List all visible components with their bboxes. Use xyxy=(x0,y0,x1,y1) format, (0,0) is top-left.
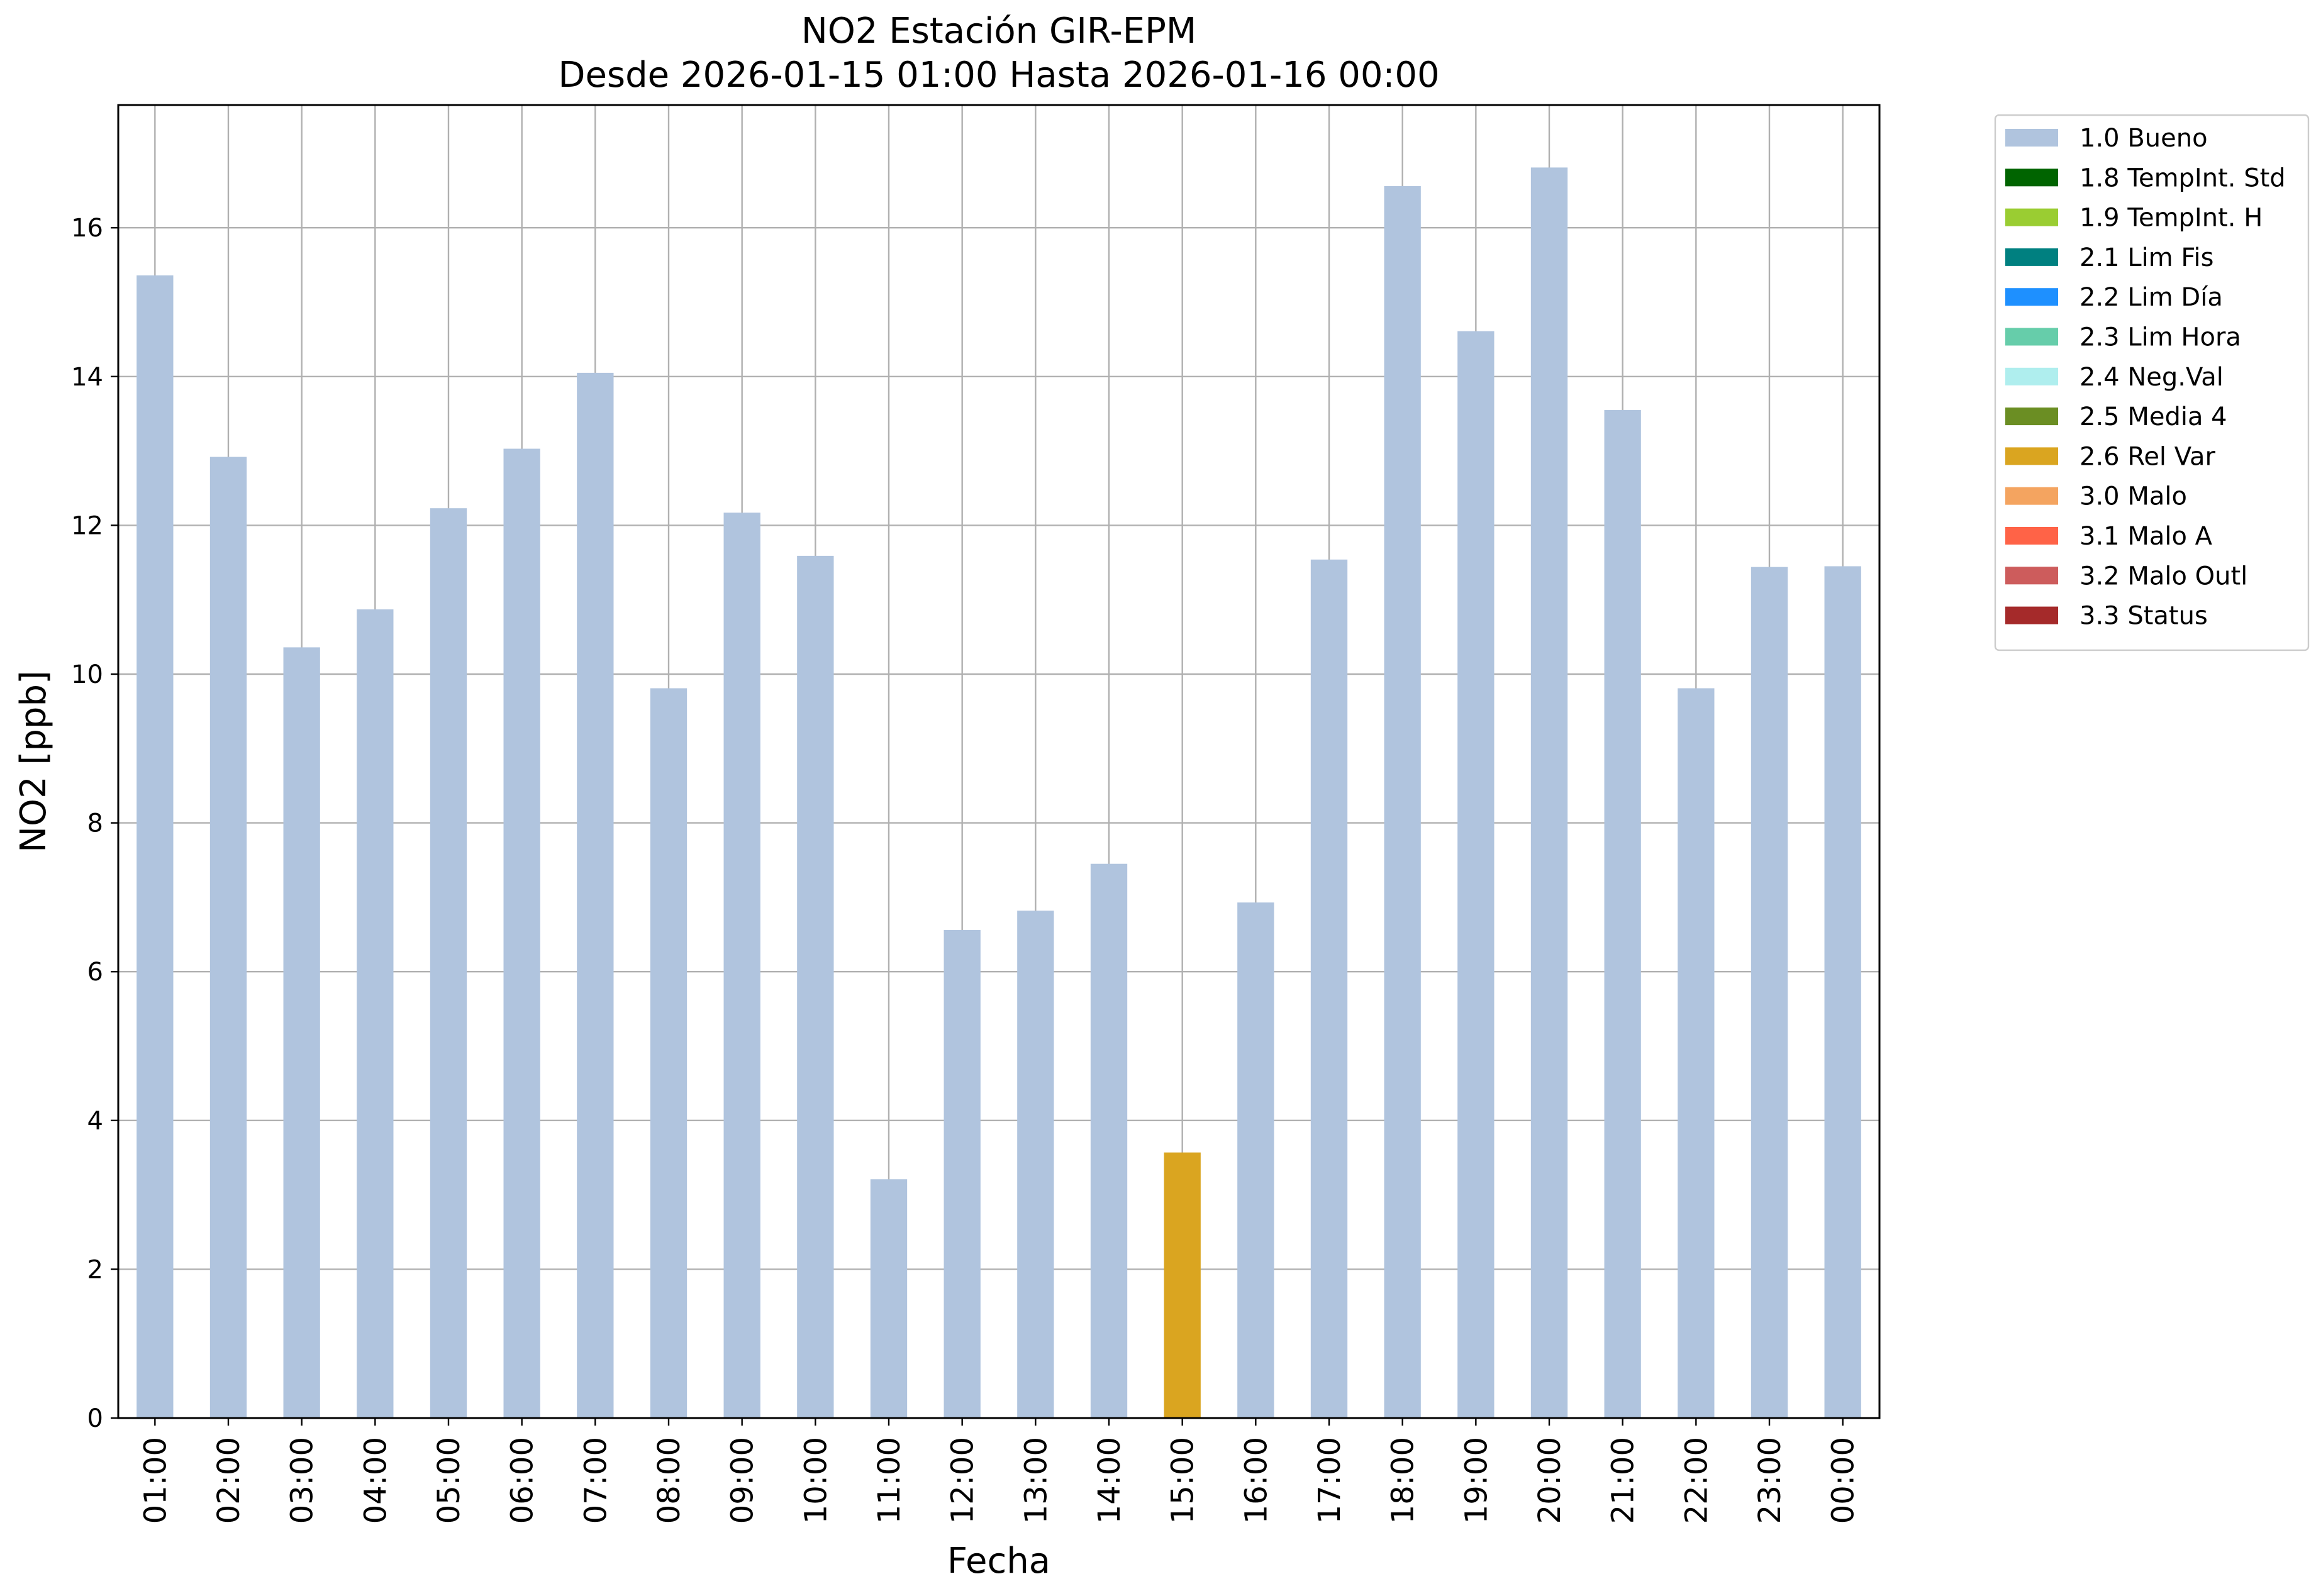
y-tick-label: 6 xyxy=(87,958,103,987)
x-tick-label: 14:00 xyxy=(1092,1437,1127,1524)
chart-subtitle: Desde 2026-01-15 01:00 Hasta 2026-01-16 … xyxy=(558,55,1439,96)
legend-frame xyxy=(1994,114,2310,651)
y-tick-label: 4 xyxy=(87,1107,103,1136)
y-tick-label: 8 xyxy=(87,809,103,838)
legend-label: 1.0 Bueno xyxy=(2079,124,2208,153)
bar-1100 xyxy=(870,1179,908,1418)
bar-0200 xyxy=(209,457,247,1419)
bar-0100 xyxy=(136,275,174,1418)
bar-layer xyxy=(136,167,1861,1419)
legend-swatch xyxy=(2005,407,2058,426)
legend-label: 2.6 Rel Var xyxy=(2079,442,2216,471)
legend-label: 3.1 Malo A xyxy=(2079,522,2213,551)
legend-label: 2.3 Lim Hora xyxy=(2079,323,2241,352)
bar-0300 xyxy=(283,647,320,1418)
legend-swatch xyxy=(2005,367,2058,385)
bar-1800 xyxy=(1384,186,1421,1419)
bar-2300 xyxy=(1751,567,1788,1418)
bar-0600 xyxy=(503,448,540,1418)
bar-1300 xyxy=(1017,911,1054,1418)
x-tick-label: 13:00 xyxy=(1018,1437,1054,1524)
legend-label: 1.8 TempInt. Std xyxy=(2079,163,2286,192)
bar-1600 xyxy=(1237,902,1274,1418)
bar-0800 xyxy=(650,688,688,1418)
bar-0500 xyxy=(430,508,467,1419)
x-tick-label: 12:00 xyxy=(945,1437,981,1524)
x-tick-label: 20:00 xyxy=(1532,1437,1567,1524)
legend-swatch xyxy=(2005,129,2058,147)
x-tick-label: 21:00 xyxy=(1606,1437,1641,1524)
legend-label: 3.2 Malo Outl xyxy=(2079,562,2247,590)
y-tick-label: 0 xyxy=(87,1404,103,1433)
bar-1400 xyxy=(1090,863,1128,1418)
bar-1000 xyxy=(797,555,834,1419)
legend-swatch xyxy=(2005,208,2058,226)
bar-2200 xyxy=(1678,688,1715,1418)
plot-frame xyxy=(117,104,1881,1419)
x-tick-label: 09:00 xyxy=(725,1437,760,1524)
y-tick-label: 16 xyxy=(71,214,103,243)
y-tick-label: 12 xyxy=(71,511,103,540)
x-tick-label: 06:00 xyxy=(505,1437,540,1524)
x-tick-label: 10:00 xyxy=(798,1437,833,1524)
legend-swatch xyxy=(2005,567,2058,585)
legend-swatch xyxy=(2005,288,2058,306)
chart-title: NO2 Estación GIR-EPM xyxy=(801,11,1196,52)
x-tick-label: 04:00 xyxy=(358,1437,393,1524)
y-tick-label: 10 xyxy=(71,660,103,689)
legend-label: 2.1 Lim Fis xyxy=(2079,243,2213,272)
y-tick-label: 2 xyxy=(87,1255,103,1284)
bar-1700 xyxy=(1310,559,1348,1419)
bar-2100 xyxy=(1604,410,1641,1418)
legend-label: 3.0 Malo xyxy=(2079,482,2187,511)
x-tick-label: 19:00 xyxy=(1459,1437,1494,1524)
x-tick-label: 05:00 xyxy=(431,1437,467,1524)
x-tick-label: 18:00 xyxy=(1386,1437,1421,1524)
x-tick-label: 00:00 xyxy=(1826,1437,1861,1524)
legend-label: 1.9 TempInt. H xyxy=(2079,204,2263,233)
legend-swatch xyxy=(2005,169,2058,187)
bar-1500 xyxy=(1164,1152,1201,1418)
legend-label: 2.2 Lim Día xyxy=(2079,283,2223,312)
legend-swatch xyxy=(2005,328,2058,346)
bar-0400 xyxy=(357,609,394,1418)
legend-swatch xyxy=(2005,447,2058,465)
x-tick-label: 02:00 xyxy=(211,1437,247,1524)
y-tick-label: 14 xyxy=(71,363,103,392)
legend-label: 2.4 Neg.Val xyxy=(2079,363,2224,392)
bar-2000 xyxy=(1530,167,1568,1419)
x-tick-label: 22:00 xyxy=(1679,1437,1714,1524)
x-tick-label: 11:00 xyxy=(872,1437,907,1524)
x-tick-label: 17:00 xyxy=(1312,1437,1347,1524)
legend-swatch xyxy=(2005,606,2058,624)
x-tick-label: 23:00 xyxy=(1752,1437,1788,1524)
legend-label: 2.5 Media 4 xyxy=(2079,402,2227,431)
x-tick-label: 07:00 xyxy=(578,1437,613,1524)
x-tick-label: 15:00 xyxy=(1166,1437,1201,1524)
axis-layer: 0 2 4 6 8 10 12 14 16 01:00 02:00 03:00 04:00 05:00 06… xyxy=(71,214,1861,1524)
legend-label: 3.3 Status xyxy=(2079,602,2208,631)
legend: 1.0 Bueno 1.8 TempInt. Std 1.9 TempInt. H 2… xyxy=(1994,114,2310,651)
bar-0700 xyxy=(577,372,614,1418)
y-axis-label: NO2 [ppb] xyxy=(13,670,54,853)
bar-1200 xyxy=(944,929,981,1418)
x-axis-label: Fecha xyxy=(947,1541,1050,1582)
bar-0900 xyxy=(723,513,760,1418)
legend-swatch xyxy=(2005,487,2058,505)
x-tick-label: 03:00 xyxy=(285,1437,320,1524)
bar-1900 xyxy=(1457,331,1495,1419)
bar-0000 xyxy=(1824,566,1861,1419)
legend-swatch xyxy=(2005,248,2058,266)
x-tick-label: 08:00 xyxy=(652,1437,687,1524)
legend-swatch xyxy=(2005,527,2058,545)
x-tick-label: 01:00 xyxy=(138,1437,173,1524)
x-tick-label: 16:00 xyxy=(1239,1437,1274,1524)
